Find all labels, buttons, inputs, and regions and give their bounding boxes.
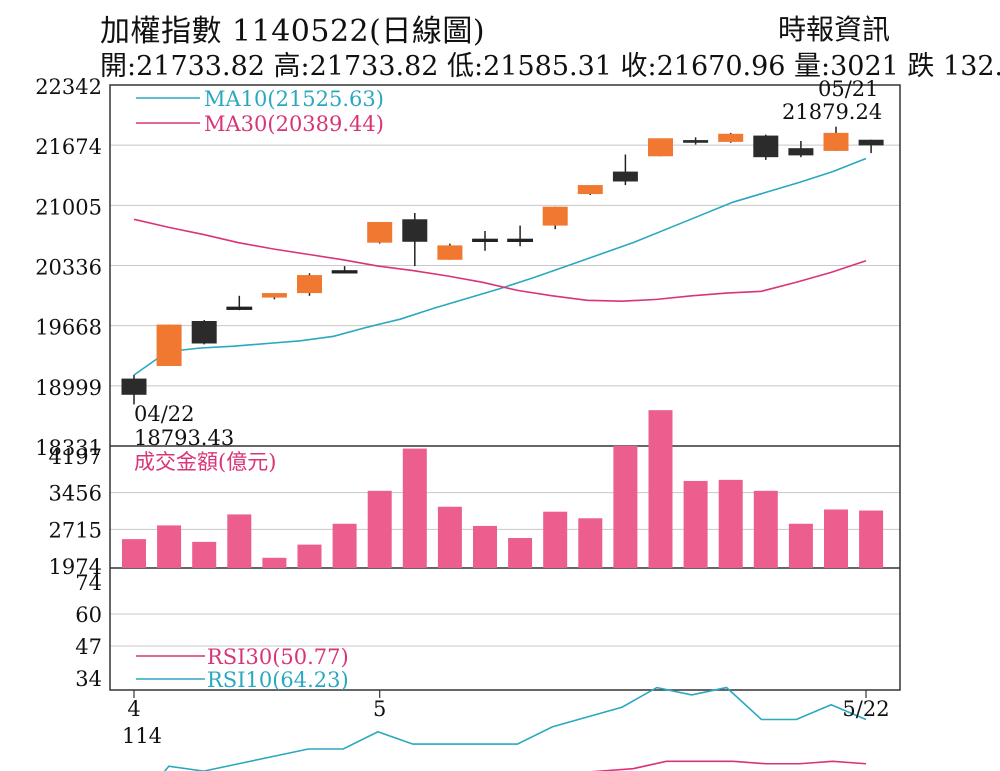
x-tick-label: 5/22 (842, 697, 889, 721)
candle-body (788, 148, 814, 156)
volume-bar (402, 448, 427, 568)
low-date-label: 04/22 (134, 402, 195, 426)
ma10-line (133, 157, 867, 376)
candle-body (542, 206, 568, 226)
candle-body (577, 185, 603, 195)
candle-body (297, 275, 322, 294)
volume-tick-label: 1974 (49, 555, 102, 579)
volume-bar (297, 544, 322, 568)
volume-bar (437, 506, 462, 568)
volume-bar (262, 557, 287, 568)
year-label: 114 (122, 724, 162, 748)
high-value-label: 21879.24 (782, 100, 882, 124)
volume-bar (718, 479, 743, 568)
candle-body (402, 219, 428, 242)
ohlc-summary: 開:21733.82 高:21733.82 低:21585.31 收:21670… (100, 51, 1000, 82)
volume-bar (683, 480, 708, 568)
volume-bar (122, 539, 146, 568)
candle-body (226, 306, 253, 310)
volume-bar (227, 514, 252, 568)
price-tick-label: 22342 (35, 75, 102, 99)
ma30-legend-label: MA30(20389.44) (204, 112, 384, 136)
candle-body (367, 221, 393, 243)
chart-title: 加權指數 1140522(日線圖) (100, 14, 486, 49)
x-tick-label: 5 (373, 697, 386, 721)
volume-bar (824, 509, 848, 568)
volume-bar (788, 523, 813, 568)
volume-bar (367, 490, 392, 568)
candle-body (823, 132, 849, 151)
chart-frame (109, 84, 901, 691)
candle-body (472, 238, 498, 242)
candle-body (121, 378, 147, 395)
candle-body (648, 138, 673, 157)
rsi-tick-label: 34 (75, 667, 102, 691)
rsi30-line (590, 760, 867, 771)
candle-body (858, 139, 884, 146)
volume-bar (859, 510, 884, 568)
price-tick-label: 21674 (35, 135, 102, 159)
volume-bar (543, 511, 568, 568)
source-label: 時報資訊 (778, 13, 891, 46)
volume-bar (332, 523, 357, 568)
candle-body (612, 171, 638, 182)
candle-body (718, 133, 744, 142)
low-value-label: 18793.43 (134, 426, 234, 450)
x-tick-label: 4 (127, 697, 140, 721)
volume-bar (157, 525, 182, 568)
candle-body (191, 320, 217, 344)
rsi-tick-label: 47 (75, 635, 102, 659)
price-tick-label: 18999 (35, 376, 102, 400)
rsi-tick-label: 60 (75, 603, 102, 627)
volume-bar (473, 525, 497, 568)
candle-body (261, 293, 287, 298)
volume-bar (648, 410, 673, 568)
volume-bar (192, 541, 217, 568)
high-date-label: 05/21 (818, 77, 879, 101)
rsi-tick-label: 74 (75, 571, 102, 595)
price-tick-label: 19668 (35, 316, 102, 340)
candle-body (331, 270, 358, 274)
volume-bar (508, 538, 533, 568)
price-tick-label: 18331 (35, 436, 102, 460)
volume-panel-label: 成交金額(億元) (134, 450, 276, 474)
volume-tick-label: 4197 (49, 445, 102, 469)
price-tick-label: 21005 (35, 195, 102, 219)
volume-tick-label: 3456 (49, 482, 102, 506)
volume-bar (613, 445, 638, 568)
candle-body (753, 135, 779, 158)
price-tick-label: 20336 (35, 256, 102, 280)
candle-body (437, 245, 463, 260)
volume-bar (578, 518, 603, 568)
rsi10-line (163, 686, 867, 771)
ma10-legend-label: MA10(21525.63) (204, 87, 384, 111)
rsi10-legend-label: RSI10(64.23) (207, 668, 349, 692)
rsi30-legend-label: RSI30(50.77) (207, 645, 349, 669)
candle-body (507, 238, 534, 242)
volume-bar (753, 490, 778, 568)
volume-tick-label: 2715 (49, 518, 102, 542)
candle-body (683, 140, 709, 143)
ma30-line (133, 218, 867, 302)
candle-body (156, 324, 182, 366)
